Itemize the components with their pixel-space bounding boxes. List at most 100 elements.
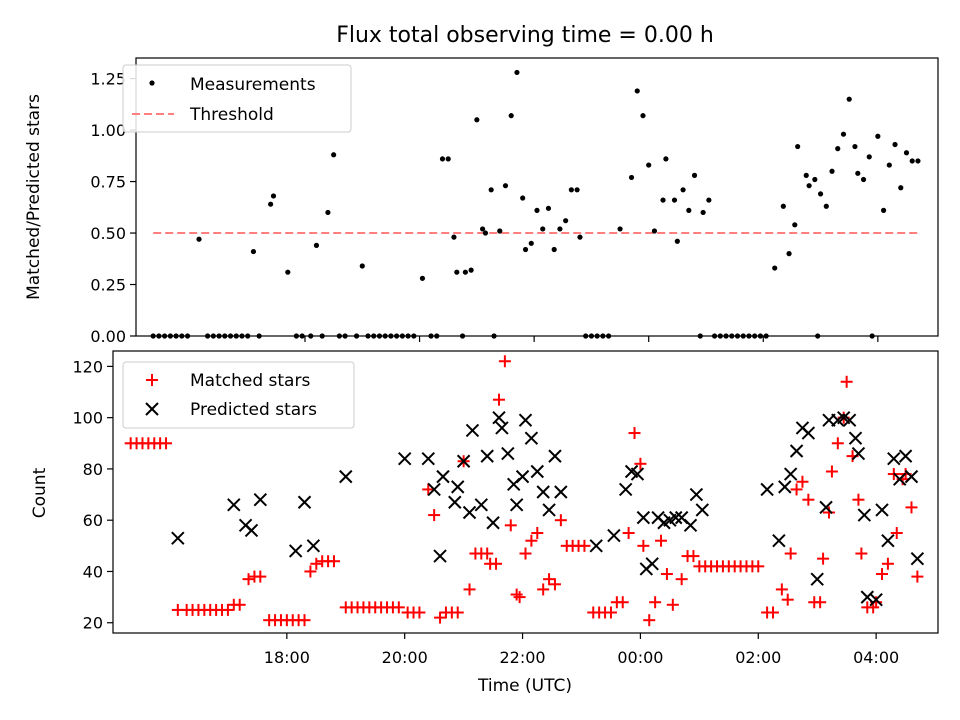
measurement-point: [817, 191, 824, 197]
measurement-point: [419, 275, 426, 281]
matched-star-point: [498, 355, 511, 368]
matched-star-point: [881, 557, 894, 570]
matched-star-point: [890, 527, 903, 540]
legend-matched-label: Matched stars: [190, 371, 310, 391]
bottom-y-tick-label: 20: [83, 614, 103, 633]
predicted-star-point: [760, 482, 774, 497]
bottom-y-tick-label: 80: [83, 460, 103, 479]
predicted-star-point: [789, 444, 804, 458]
predicted-star-point: [492, 410, 506, 425]
measurement-point: [855, 170, 861, 176]
measurement-point: [875, 133, 881, 139]
matched-star-point: [775, 583, 788, 596]
measurement-point: [250, 248, 257, 255]
predicted-star-point: [495, 421, 509, 435]
matched-star-point: [822, 506, 835, 519]
predicted-star-point: [689, 487, 704, 502]
predicted-star-point: [842, 413, 857, 427]
bottom-y-axis-label: Count: [30, 467, 50, 518]
measurement-point: [445, 156, 451, 162]
matched-star-point: [876, 568, 889, 581]
predicted-star-point: [227, 498, 241, 512]
measurement-point: [522, 246, 529, 253]
predicted-star-point: [486, 516, 500, 530]
predicted-star-point: [448, 495, 462, 509]
predicted-star-point: [810, 572, 824, 586]
top-plot-frame: [135, 57, 939, 337]
predicted-star-point: [875, 503, 889, 517]
matched-star-point: [327, 555, 340, 568]
measurement-point: [634, 88, 640, 94]
matched-star-point: [840, 375, 853, 388]
top-y-tick-label: 0.00: [90, 327, 126, 346]
matched-star-point: [643, 614, 656, 627]
measurement-point: [660, 197, 666, 203]
measurement-point: [700, 209, 706, 216]
bottom-legend: Matched stars Predicted stars: [122, 361, 355, 429]
predicted-star-point: [509, 498, 524, 512]
top-legend: Measurements Threshold: [122, 64, 352, 133]
measurement-point: [846, 96, 852, 102]
matched-star-point: [790, 483, 803, 496]
matched-star-point: [233, 598, 246, 611]
measurement-point: [852, 143, 858, 150]
measurement-point: [534, 207, 540, 213]
matched-star-point: [796, 475, 809, 488]
measurement-point: [880, 207, 887, 213]
matched-star-point: [254, 570, 267, 583]
measurement-point: [674, 238, 680, 244]
bottom-plot-frame: [112, 350, 939, 634]
measurement-point: [551, 246, 557, 253]
predicted-star-point: [451, 480, 465, 494]
predicted-star-point: [548, 449, 562, 463]
matched-star-point: [242, 573, 255, 586]
predicted-star-point: [530, 464, 544, 479]
predicted-star-point: [881, 534, 895, 548]
measurement-point: [545, 205, 552, 211]
measurement-point: [680, 187, 686, 193]
predicted-star-point: [524, 431, 539, 445]
top-y-tick-label: 1.00: [90, 121, 126, 140]
predicted-star-point: [288, 544, 303, 558]
predicted-star-point: [339, 469, 353, 484]
top-y-tick-label: 0.75: [90, 173, 126, 192]
bottom-y-tick-label: 60: [83, 511, 103, 530]
measurement-point: [651, 228, 658, 234]
top-legend-box: [122, 64, 352, 133]
measurement-point: [577, 234, 583, 240]
matched-star-point: [554, 514, 567, 527]
matched-star-point: [649, 596, 662, 609]
matched-star-point: [428, 509, 441, 522]
predicted-star-point: [887, 451, 901, 466]
measurement-point: [663, 156, 669, 162]
measurement-point: [285, 269, 291, 275]
predicted-star-point: [630, 467, 645, 481]
predicted-star-point: [253, 492, 268, 507]
matched-star-point: [831, 437, 844, 450]
x-tick-label: 18:00: [264, 648, 310, 667]
top-y-tick-label: 0.50: [90, 224, 126, 243]
predicted-star-point: [397, 451, 412, 466]
measurement-point: [823, 203, 829, 209]
bottom-legend-box: [122, 361, 355, 429]
predicted-star-point: [819, 500, 833, 515]
measurement-point: [462, 269, 468, 275]
matched-star-point: [463, 583, 476, 596]
measurement-point: [474, 117, 480, 123]
measurement-point: [780, 203, 786, 209]
predicted-star-point: [778, 480, 792, 494]
measurement-point: [686, 207, 692, 213]
measurement-point: [468, 267, 474, 273]
matched-star-point: [578, 539, 591, 552]
measurement-point: [508, 113, 514, 119]
bottom-y-tick-label: 40: [83, 562, 103, 581]
predicted-star-point: [542, 503, 556, 517]
measurement-point: [331, 152, 337, 158]
x-tick-label: 22:00: [499, 648, 545, 667]
matched-star-point: [510, 588, 523, 601]
predicted-star-point: [860, 590, 874, 604]
matched-star-point: [304, 565, 317, 578]
matched-star-point: [531, 527, 544, 540]
matched-star-point: [825, 465, 838, 478]
